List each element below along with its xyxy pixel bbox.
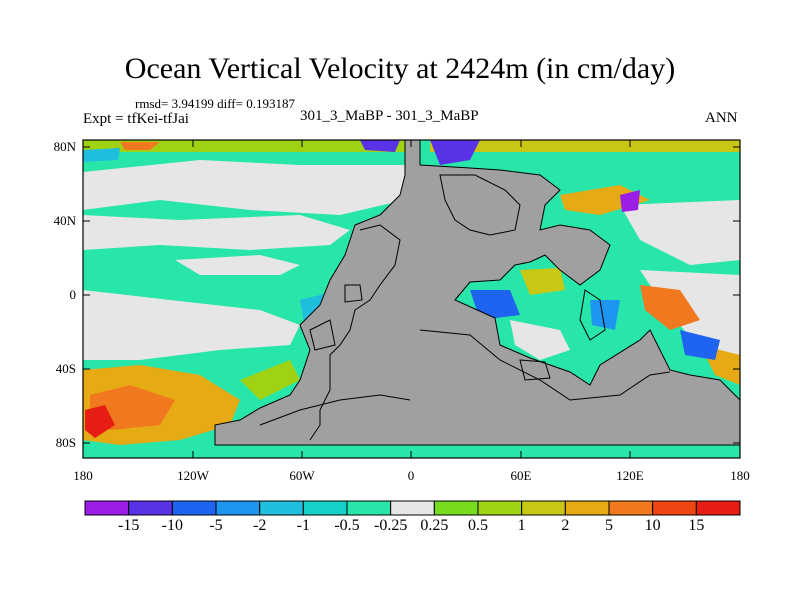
lat-label-80n: 80N (53, 139, 76, 154)
colorbar-swatch (128, 500, 173, 516)
colorbar-swatch (564, 500, 610, 516)
colorbar-swatch (521, 500, 566, 516)
lat-label-40n: 40N (53, 213, 76, 228)
colorbar-tick-label: 10 (644, 517, 661, 534)
colorbar-swatch (259, 500, 304, 516)
colorbar-tick-label: 5 (605, 517, 613, 534)
lon-label-60e: 60E (510, 468, 532, 483)
experiment-label: Expt = tfKei-tfJai (83, 111, 189, 127)
subtitle-label: 301_3_MaBP - 301_3_MaBP (300, 108, 479, 124)
map-ticks (83, 140, 740, 458)
lon-label-180w: 180 (73, 468, 93, 483)
stats-text: rmsd= 3.94199 diff= 0.193187 (135, 96, 295, 111)
positive-patches (83, 140, 740, 445)
colorbar-tick-label: -0.25 (373, 517, 408, 534)
colorbar-tick-label: 15 (688, 517, 705, 534)
lon-label-120w: 120W (177, 468, 209, 483)
colorbar-swatch (84, 500, 130, 516)
colorbar-tick-label: -15 (117, 517, 140, 534)
colorbar-tick-label: -10 (161, 517, 183, 534)
colorbar-swatch (215, 500, 261, 516)
colorbar-tick-label: -1 (296, 517, 310, 534)
colorbar-swatch (695, 500, 741, 516)
colorbar-swatch (433, 500, 479, 516)
colorbar-swatch (608, 500, 654, 516)
colorbar-tick-label: 0.25 (420, 517, 449, 534)
lat-label-0: 0 (69, 287, 77, 302)
map-title: Ocean Vertical Velocity at 2424m (in cm/… (124, 52, 676, 85)
land-mass (214, 139, 741, 446)
colorbar-tick-label: 0.5 (468, 517, 488, 534)
lon-label-60w: 60W (289, 468, 315, 483)
lat-label-80s: 80S (55, 435, 76, 450)
colorbar-tick-label: 1 (517, 517, 526, 534)
colorbar-tick-label: -0.5 (334, 517, 360, 534)
season-label: ANN (705, 110, 738, 126)
lon-label-120e: 120E (616, 468, 644, 483)
lat-label-40s: 40S (55, 361, 76, 376)
colorbar-swatch (171, 500, 217, 516)
colorbar-swatch (477, 500, 523, 516)
coastlines (259, 174, 671, 441)
lon-label-0: 0 (407, 468, 415, 483)
colorbar-tick-label: 2 (561, 517, 570, 534)
colorbar-swatch (652, 500, 697, 516)
colorbar-tick-label: -2 (252, 517, 267, 534)
colorbar-swatch (302, 500, 348, 516)
colorbar-swatch (346, 500, 392, 516)
lon-label-180e: 180 (730, 468, 750, 483)
colorbar-tick-label: -5 (209, 517, 223, 534)
colorbar-swatch (390, 500, 435, 516)
